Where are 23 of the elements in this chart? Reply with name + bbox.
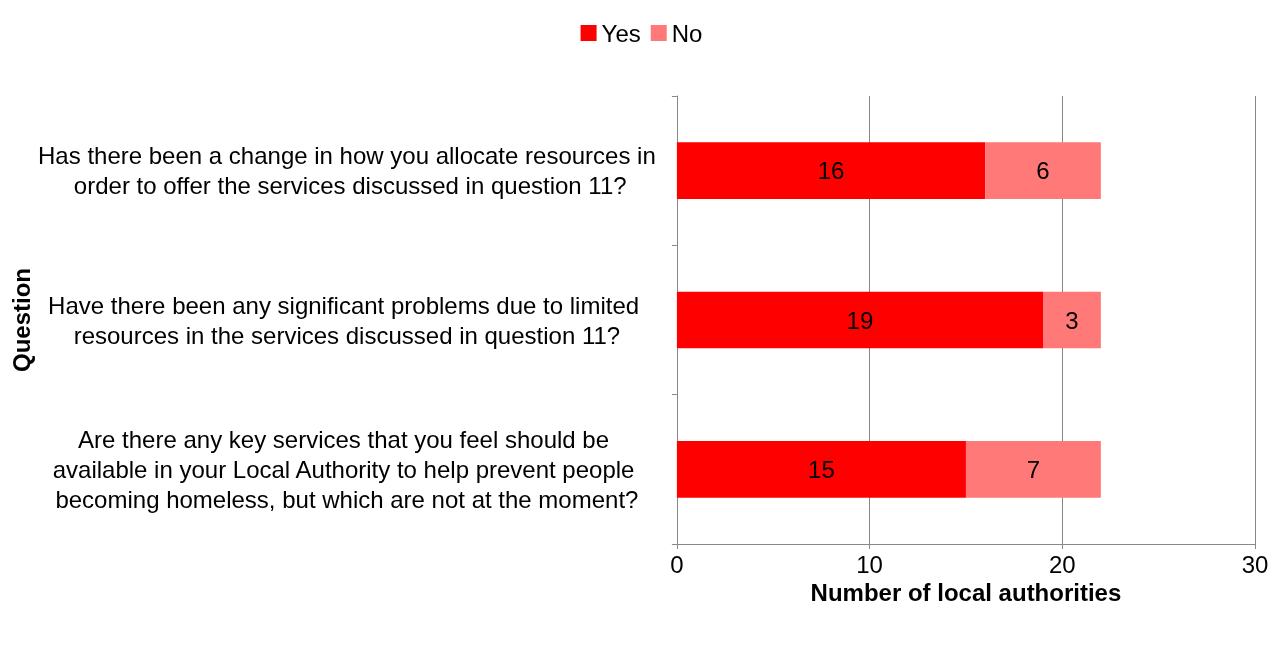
x-tick-label: 0 bbox=[670, 550, 684, 578]
legend-label: Yes bbox=[601, 19, 641, 47]
legend-label: No bbox=[671, 19, 703, 47]
bar bbox=[965, 440, 1101, 498]
data-label: 19 bbox=[846, 306, 874, 334]
y-tick-label: Are there any key services that you feel should be available in your Local Authority to help prevent people becoming homeless, but which are not at the moment? bbox=[52, 425, 642, 513]
bar bbox=[985, 142, 1101, 200]
x-tick-label: 20 bbox=[1048, 550, 1076, 578]
bar bbox=[676, 142, 986, 200]
bar bbox=[676, 291, 1044, 349]
y-tick-label: Has there been a change in how you allocate resources in order to offer the services discussed in question 11? bbox=[38, 142, 656, 200]
data-label: 7 bbox=[1026, 455, 1041, 483]
bar bbox=[1043, 291, 1101, 349]
bar bbox=[676, 440, 966, 498]
x-tick-label: 30 bbox=[1241, 550, 1269, 578]
data-label: 6 bbox=[1036, 157, 1050, 185]
y-tick-label: Have there been any significant problems due to limited resources in the services discussed in question 11? bbox=[48, 291, 646, 349]
data-label: 3 bbox=[1065, 306, 1079, 334]
y-axis-title: Question bbox=[7, 267, 35, 373]
x-tick-label: 10 bbox=[856, 550, 883, 578]
data-label: 16 bbox=[817, 157, 845, 185]
x-axis-title: Number of local authorities bbox=[810, 579, 1122, 607]
data-label: 15 bbox=[808, 455, 835, 483]
